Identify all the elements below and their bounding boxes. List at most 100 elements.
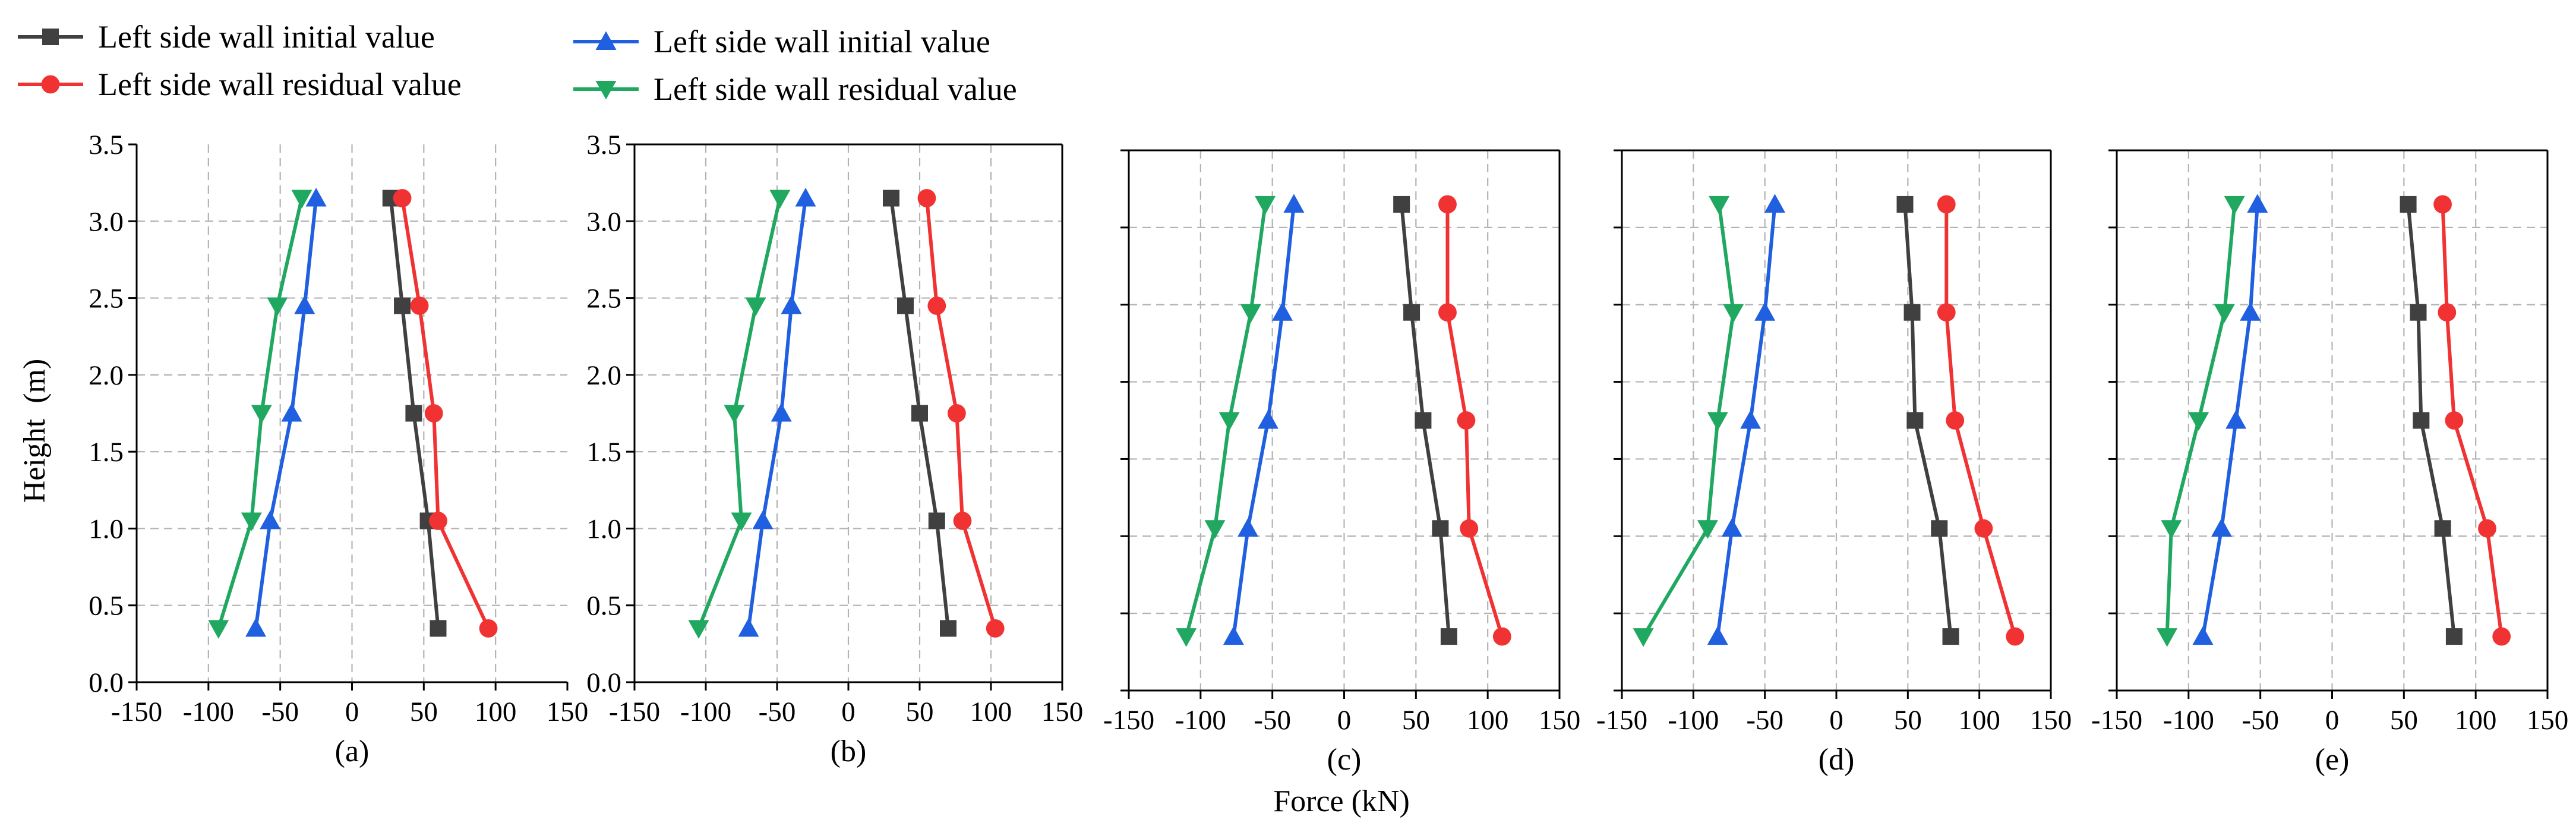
data-point <box>752 510 774 529</box>
data-point <box>1931 520 1948 537</box>
legend-label: Left side wall initial value <box>98 19 435 55</box>
x-tick-label: 150 <box>2030 705 2072 736</box>
legend-marker <box>42 29 59 45</box>
data-point <box>1460 519 1479 538</box>
panel-label: (d) <box>1819 743 1855 777</box>
data-point <box>948 404 966 423</box>
series-3 <box>2192 194 2268 645</box>
series-2 <box>1937 195 2025 646</box>
legend-marker <box>595 81 617 100</box>
data-point <box>1403 304 1420 321</box>
data-point <box>738 618 759 637</box>
x-tick-label: 50 <box>1402 705 1430 736</box>
series-1 <box>883 190 956 637</box>
data-point <box>771 403 792 422</box>
x-tick-label: 50 <box>1894 705 1922 736</box>
x-tick-label: -100 <box>2163 705 2214 736</box>
y-tick-label: 3.5 <box>89 130 124 160</box>
data-point <box>1438 195 1457 214</box>
data-point <box>1438 303 1457 322</box>
x-tick-label: -50 <box>1254 705 1291 736</box>
data-point <box>2492 627 2511 646</box>
legend-marker <box>595 31 617 50</box>
x-tick-label: 100 <box>475 696 517 727</box>
x-tick-label: -50 <box>1746 705 1783 736</box>
data-point <box>928 512 945 529</box>
data-point <box>769 190 791 209</box>
data-point <box>2192 626 2214 645</box>
legend-item-4: Left side wall residual value <box>573 71 1017 107</box>
data-point <box>208 620 229 639</box>
legend: Left side wall initial value Left side wa… <box>18 19 1017 107</box>
panel-a: -150 -100 -50 0 50 100 150 0.0 0.5 1.0 1.5 2.0 2.5 3.… <box>89 130 588 768</box>
series-4 <box>208 190 312 639</box>
data-point <box>1223 626 1244 645</box>
x-tick-label: 50 <box>410 696 438 727</box>
x-tick-label: -150 <box>1596 705 1647 736</box>
series-1 <box>1896 196 1959 645</box>
series-4 <box>2157 196 2245 647</box>
series-3 <box>738 188 816 637</box>
data-point <box>241 512 262 531</box>
data-point <box>2445 411 2464 430</box>
x-axis-title: Force (kN) <box>1273 784 1410 818</box>
data-point <box>1257 410 1278 429</box>
panel-label: (c) <box>1327 743 1362 777</box>
y-tick-label: 3.0 <box>586 206 621 237</box>
data-point <box>1937 303 1956 322</box>
legend-item-2: Left side wall residual value <box>18 67 462 102</box>
data-point <box>424 404 443 423</box>
series-4 <box>1176 196 1276 647</box>
y-tick-label: 1.5 <box>586 437 621 468</box>
series-3 <box>245 188 327 637</box>
y-tick-label: 0.0 <box>586 667 621 698</box>
x-tick-label: 150 <box>1539 705 1581 736</box>
data-point <box>927 297 946 315</box>
panel-label: (e) <box>2315 743 2350 777</box>
data-point <box>2247 194 2268 213</box>
y-tick-label: 3.5 <box>586 130 621 160</box>
data-point <box>1415 412 1432 429</box>
data-point <box>260 510 281 529</box>
y-tick-label: 1.0 <box>89 513 124 544</box>
x-tick-label: -150 <box>111 696 162 727</box>
data-point <box>2211 518 2232 537</box>
data-point <box>2161 520 2182 539</box>
data-point <box>1903 304 1921 321</box>
panel-b: -150 -100 -50 0 50 100 150 0.0 0.5 1.0 1.5 2.0 2.5 3.… <box>586 130 1083 768</box>
y-tick-label: 2.0 <box>586 360 621 391</box>
x-tick-label: 100 <box>970 696 1012 727</box>
data-point <box>1707 626 1728 645</box>
data-point <box>1255 196 1276 215</box>
data-point <box>917 189 936 207</box>
data-point <box>2157 628 2178 647</box>
data-point <box>1707 412 1728 431</box>
data-point <box>986 619 1005 638</box>
data-point <box>1906 412 1924 429</box>
data-point <box>2188 412 2209 431</box>
data-point <box>897 297 914 314</box>
x-tick-label: 150 <box>1041 696 1084 727</box>
panel-d: -150 -100 -50 0 50 100 150 (d) <box>1596 149 2072 777</box>
data-point <box>2433 195 2452 214</box>
data-point <box>1974 519 1993 538</box>
x-tick-label: 150 <box>2527 705 2569 736</box>
x-tick-label: -150 <box>609 696 660 727</box>
data-point <box>1764 194 1786 213</box>
x-tick-label: -50 <box>759 696 796 727</box>
x-tick-label: -100 <box>1175 705 1226 736</box>
data-point <box>1238 518 1259 537</box>
data-point <box>2214 304 2235 323</box>
x-tick-label: 0 <box>841 696 855 727</box>
data-point <box>1432 520 1449 537</box>
data-point <box>1896 196 1914 213</box>
data-point <box>281 403 302 422</box>
data-point <box>2224 196 2245 215</box>
panel-label: (a) <box>335 734 370 768</box>
y-tick-label: 0.5 <box>89 591 124 622</box>
series-3 <box>1223 194 1305 645</box>
x-tick-label: -150 <box>1103 705 1154 736</box>
x-tick-label: 100 <box>2455 705 2497 736</box>
data-point <box>405 405 422 422</box>
